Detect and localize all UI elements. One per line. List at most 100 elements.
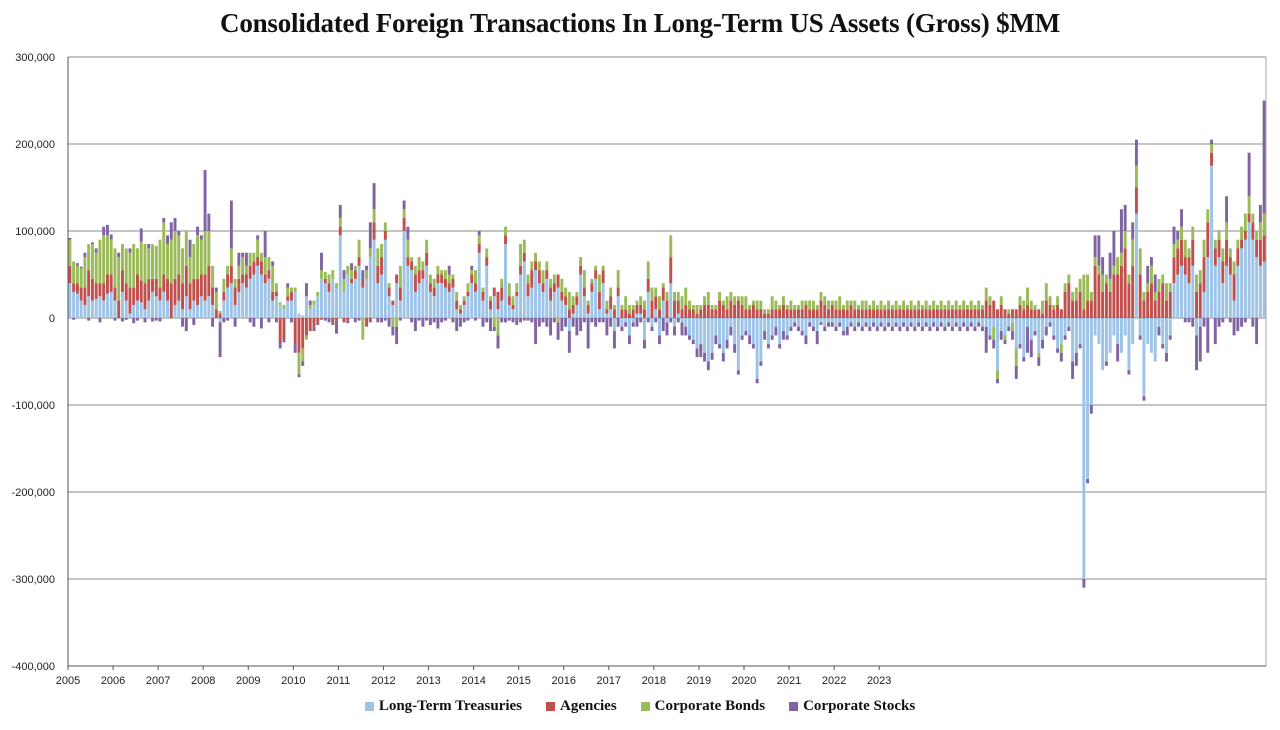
bar-agencies bbox=[94, 283, 98, 299]
bar-treasuries bbox=[935, 318, 939, 327]
bar-corporate-bonds bbox=[1011, 322, 1014, 332]
bar-agencies bbox=[567, 309, 571, 318]
bar-agencies bbox=[1206, 222, 1210, 258]
bar-corporate-bonds bbox=[1251, 213, 1255, 223]
bar-corporate-stocks bbox=[1011, 331, 1014, 340]
x-tick-label: 2022 bbox=[822, 675, 846, 687]
bar-corporate-stocks bbox=[410, 318, 414, 323]
bar-corporate-bonds bbox=[770, 296, 774, 310]
bar-corporate-bonds bbox=[680, 296, 684, 310]
bar-agencies bbox=[391, 300, 395, 305]
bar-agencies bbox=[1078, 291, 1082, 318]
bar-treasuries bbox=[571, 313, 575, 318]
bar-corporate-stocks bbox=[669, 318, 673, 323]
y-tick-label: -100,000 bbox=[12, 400, 55, 412]
bar-treasuries bbox=[83, 304, 87, 318]
bar-agencies bbox=[1247, 213, 1251, 223]
bar-agencies bbox=[327, 283, 331, 292]
bar-treasuries bbox=[552, 291, 556, 318]
bar-corporate-stocks bbox=[1251, 318, 1255, 327]
bar-corporate-bonds bbox=[1240, 226, 1244, 240]
bar-treasuries bbox=[744, 318, 748, 332]
bar-treasuries bbox=[211, 304, 215, 318]
bar-corporate-bonds bbox=[950, 304, 954, 310]
bar-agencies bbox=[793, 309, 797, 318]
bar-agencies bbox=[1236, 248, 1240, 266]
bar-corporate-stocks bbox=[864, 322, 868, 327]
bar-corporate-stocks bbox=[229, 200, 233, 249]
bar-corporate-bonds bbox=[639, 296, 643, 305]
bar-corporate-bonds bbox=[1176, 239, 1180, 249]
bar-treasuries bbox=[541, 291, 545, 318]
bar-corporate-stocks bbox=[875, 326, 879, 332]
bar-treasuries bbox=[1255, 257, 1259, 318]
bar-corporate-stocks bbox=[256, 235, 260, 240]
bar-corporate-stocks bbox=[770, 335, 774, 340]
bar-treasuries bbox=[969, 318, 973, 323]
bar-treasuries bbox=[222, 300, 226, 318]
bar-treasuries bbox=[684, 318, 688, 327]
bar-treasuries bbox=[924, 318, 928, 323]
bar-treasuries bbox=[132, 304, 136, 318]
bar-corporate-stocks bbox=[1086, 478, 1090, 484]
bar-agencies bbox=[1056, 304, 1060, 318]
bar-corporate-bonds bbox=[635, 300, 639, 305]
bar-agencies bbox=[661, 287, 665, 301]
bar-agencies bbox=[485, 257, 489, 266]
bar-corporate-stocks bbox=[289, 318, 293, 323]
bar-corporate-bonds bbox=[151, 244, 154, 279]
bar-corporate-bonds bbox=[421, 261, 425, 271]
bar-corporate-bonds bbox=[504, 226, 507, 236]
bar-corporate-bonds bbox=[789, 300, 793, 310]
bar-treasuries bbox=[706, 318, 710, 362]
bar-corporate-stocks bbox=[485, 318, 489, 323]
bar-corporate-bonds bbox=[203, 231, 207, 275]
bar-treasuries bbox=[1014, 318, 1018, 349]
y-tick-label: -300,000 bbox=[12, 574, 55, 586]
bar-corporate-bonds bbox=[864, 300, 868, 310]
bar-agencies bbox=[733, 304, 737, 318]
bar-agencies bbox=[1018, 304, 1022, 318]
bar-treasuries bbox=[1089, 318, 1093, 405]
legend-label-agencies: Agencies bbox=[560, 698, 617, 714]
bar-treasuries bbox=[432, 296, 436, 318]
bar-treasuries bbox=[72, 291, 76, 318]
bar-corporate-stocks bbox=[120, 318, 124, 322]
bar-corporate-stocks bbox=[1127, 370, 1131, 375]
bar-agencies bbox=[1093, 265, 1097, 318]
bar-agencies bbox=[1198, 283, 1202, 318]
bar-corporate-bonds bbox=[605, 300, 609, 310]
bar-agencies bbox=[154, 278, 158, 297]
bar-corporate-stocks bbox=[458, 318, 462, 327]
y-tick-label: 200,000 bbox=[15, 139, 55, 151]
bar-agencies bbox=[958, 309, 962, 318]
bar-agencies bbox=[402, 217, 406, 231]
bar-treasuries bbox=[312, 304, 316, 318]
bar-corporate-bonds bbox=[308, 304, 312, 310]
legend-swatch-treasuries bbox=[364, 702, 374, 711]
bar-corporate-bonds bbox=[1082, 274, 1086, 310]
bar-agencies bbox=[710, 309, 714, 318]
bar-treasuries bbox=[338, 235, 342, 318]
bar-agencies bbox=[1089, 300, 1093, 318]
bar-corporate-bonds bbox=[981, 304, 984, 310]
bar-treasuries bbox=[376, 283, 380, 318]
bar-corporate-stocks bbox=[425, 318, 429, 321]
bar-treasuries bbox=[1127, 318, 1131, 371]
bar-corporate-bonds bbox=[560, 278, 564, 292]
bar-corporate-bonds bbox=[1187, 248, 1191, 258]
bar-treasuries bbox=[286, 300, 290, 318]
bar-corporate-bonds bbox=[376, 248, 380, 266]
bar-treasuries bbox=[1101, 318, 1105, 371]
bar-treasuries bbox=[308, 309, 312, 318]
bar-agencies bbox=[398, 287, 402, 301]
bar-agencies bbox=[977, 309, 981, 318]
bar-corporate-stocks bbox=[665, 322, 669, 336]
bar-agencies bbox=[1138, 274, 1142, 318]
bar-corporate-stocks bbox=[327, 318, 331, 323]
bar-corporate-bonds bbox=[432, 278, 436, 288]
bar-agencies bbox=[335, 318, 338, 321]
bar-corporate-stocks bbox=[800, 331, 804, 336]
bar-corporate-bonds bbox=[830, 300, 834, 305]
bar-corporate-stocks bbox=[263, 231, 267, 258]
